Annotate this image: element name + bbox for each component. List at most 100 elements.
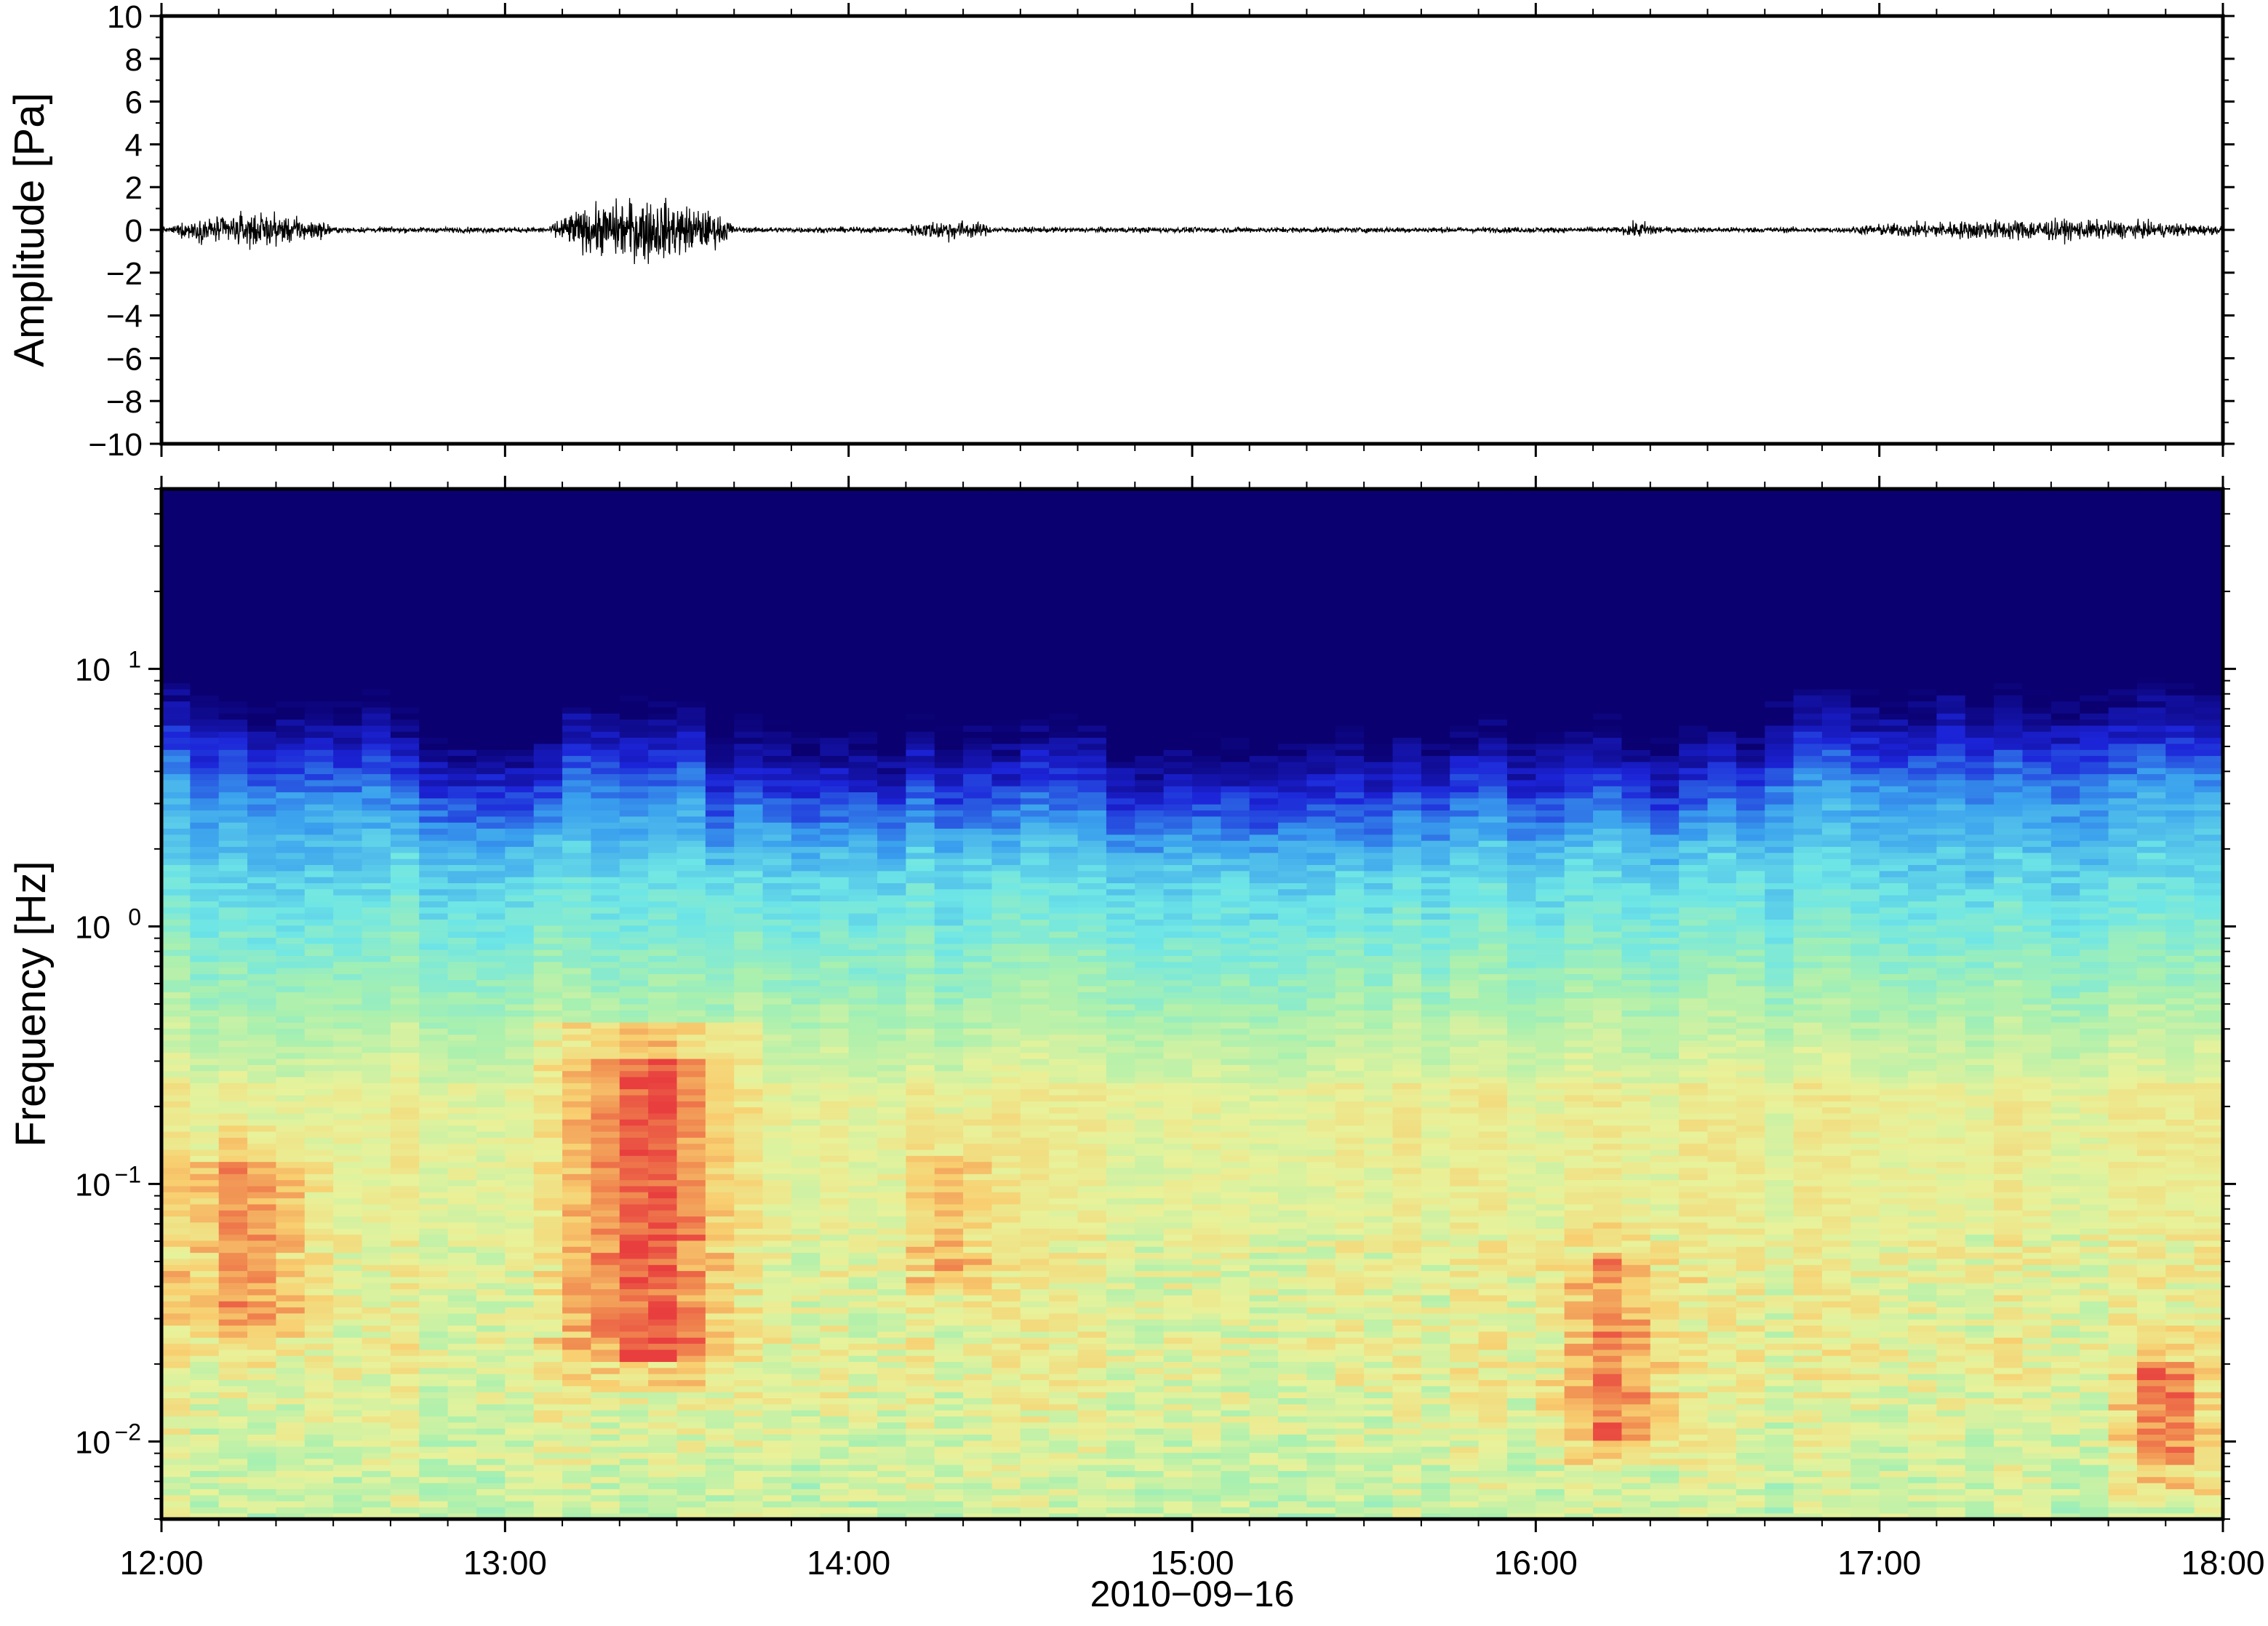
- spectrogram-cell: [305, 1259, 334, 1265]
- spectrogram-cell: [534, 1222, 563, 1229]
- spectrogram-cell: [763, 1440, 792, 1447]
- spectrogram-cell: [906, 640, 935, 647]
- spectrogram-cell: [333, 513, 362, 519]
- spectrogram-cell: [935, 1035, 964, 1041]
- spectrogram-cell: [247, 1028, 276, 1035]
- spectrogram-cell: [906, 822, 935, 829]
- spectrogram-cell: [534, 574, 563, 581]
- spectrogram-cell: [763, 931, 792, 938]
- spectrogram-cell: [763, 973, 792, 980]
- spectrogram-cell: [391, 1295, 420, 1302]
- spectrogram-cell: [648, 1325, 677, 1331]
- spectrogram-cell: [505, 1313, 534, 1320]
- spectrogram-cell: [706, 1173, 735, 1180]
- spectrogram-cell: [505, 677, 534, 683]
- spectrogram-cell: [849, 665, 878, 671]
- spectrogram-cell: [190, 1162, 219, 1168]
- spectrogram-cell: [734, 955, 763, 962]
- spectrogram-cell: [648, 1246, 677, 1253]
- spectrogram-cell: [763, 707, 792, 714]
- spectrogram-cell: [190, 665, 219, 671]
- spectrogram-cell: [591, 567, 620, 574]
- spectrogram-cell: [305, 998, 334, 1005]
- spectrogram-cell: [247, 574, 276, 581]
- spectrogram-cell: [419, 1337, 448, 1344]
- spectrogram-cell: [391, 816, 420, 823]
- spectrogram-cell: [476, 925, 506, 932]
- spectrogram-cell: [791, 798, 820, 805]
- spectrogram-cell: [448, 1095, 477, 1101]
- spectrogram-cell: [734, 1101, 763, 1107]
- spectrogram-cell: [505, 683, 534, 690]
- spectrogram-cell: [161, 1404, 191, 1411]
- spectrogram-cell: [591, 1004, 620, 1011]
- spectrogram-cell: [791, 1361, 820, 1368]
- spectrogram-cell: [391, 1288, 420, 1295]
- spectrogram-cell: [763, 1035, 792, 1041]
- spectrogram-cell: [791, 773, 820, 780]
- spectrogram-cell: [276, 501, 305, 508]
- spectrogram-cell: [562, 998, 591, 1005]
- spectrogram-cell: [562, 549, 591, 556]
- spectrogram-cell: [877, 1392, 906, 1398]
- spectrogram-cell: [591, 1089, 620, 1096]
- spectrogram-cell: [763, 810, 792, 816]
- spectrogram-cell: [677, 586, 706, 592]
- spectrogram-cell: [963, 1477, 992, 1483]
- spectrogram-cell: [791, 1186, 820, 1192]
- spectrogram-cell: [333, 1325, 362, 1331]
- spectrogram-cell: [161, 1035, 191, 1041]
- spectrogram-cell: [935, 810, 964, 816]
- spectrogram-cell: [820, 1022, 849, 1029]
- spectrogram-cell: [820, 992, 849, 998]
- spectrogram-cell: [391, 1022, 420, 1029]
- spectrogram-cell: [219, 658, 248, 665]
- spectrogram-cell: [476, 949, 506, 956]
- spectrogram-cell: [219, 895, 248, 901]
- spectrogram-cell: [763, 683, 792, 690]
- spectrogram-cell: [620, 853, 649, 859]
- spectrogram-cell: [620, 1253, 649, 1259]
- spectrogram-cell: [247, 792, 276, 798]
- spectrogram-cell: [791, 1264, 820, 1271]
- spectrogram-cell: [476, 901, 506, 907]
- spectrogram-cell: [391, 1264, 420, 1271]
- spectrogram-cell: [963, 1107, 992, 1114]
- spectrogram-cell: [476, 1374, 506, 1380]
- spectrogram-cell: [734, 1053, 763, 1059]
- spectrogram-cell: [763, 1125, 792, 1132]
- spectrogram-cell: [276, 1192, 305, 1198]
- spectrogram-cell: [734, 1313, 763, 1320]
- spectrogram-cell: [419, 998, 448, 1005]
- spectrogram-cell: [791, 1071, 820, 1077]
- spectrogram-cell: [820, 1470, 849, 1477]
- spectrogram-cell: [849, 816, 878, 823]
- spectrogram-cell: [849, 507, 878, 514]
- spectrogram-cell: [219, 955, 248, 962]
- spectrogram-cell: [849, 828, 878, 834]
- spectrogram-cell: [276, 671, 305, 677]
- spectrogram-cell: [505, 786, 534, 792]
- spectrogram-cell: [820, 1343, 849, 1350]
- spectrogram-cell: [419, 925, 448, 932]
- spectrogram-cell: [419, 1071, 448, 1077]
- spectrogram-cell: [706, 1222, 735, 1229]
- spectrogram-cell: [906, 513, 935, 519]
- spectrogram-cell: [734, 1149, 763, 1156]
- spectrogram-cell: [562, 1028, 591, 1035]
- spectrogram-cell: [677, 634, 706, 641]
- spectrogram-cell: [734, 1155, 763, 1162]
- spectrogram-cell: [276, 1422, 305, 1429]
- spectrogram-cell: [448, 701, 477, 708]
- spectrogram-cell: [763, 1459, 792, 1465]
- spectrogram-cell: [677, 501, 706, 508]
- spectrogram-cell: [677, 1331, 706, 1338]
- spectrogram-cell: [935, 1040, 964, 1047]
- spectrogram-cell: [247, 1410, 276, 1416]
- spectrogram-cell: [849, 671, 878, 677]
- spectrogram-cell: [648, 816, 677, 823]
- spectrogram-cell: [906, 1240, 935, 1247]
- spectrogram-cell: [562, 1040, 591, 1047]
- spectrogram-cell: [820, 1235, 849, 1241]
- spectrogram-cell: [448, 507, 477, 514]
